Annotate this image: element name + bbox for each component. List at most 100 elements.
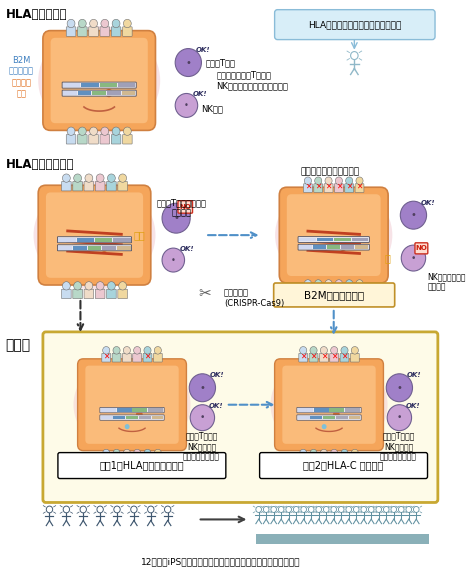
Text: 移植する
細胞: 移植する 細胞 xyxy=(11,79,31,98)
Text: OK!: OK! xyxy=(210,373,224,378)
Text: ﾂ: ﾂ xyxy=(384,253,390,263)
Circle shape xyxy=(322,424,326,429)
Text: HLAホモ接合体: HLAホモ接合体 xyxy=(5,7,67,21)
Circle shape xyxy=(310,347,317,354)
Text: ✕: ✕ xyxy=(300,456,306,465)
Bar xyxy=(113,238,131,242)
Text: ✕: ✕ xyxy=(331,351,337,360)
FancyBboxPatch shape xyxy=(275,359,384,451)
Circle shape xyxy=(101,20,109,28)
FancyBboxPatch shape xyxy=(95,181,105,191)
Text: •: • xyxy=(173,213,179,223)
Circle shape xyxy=(175,49,202,76)
Circle shape xyxy=(340,243,347,251)
Text: HLAホモ接合体を持つドナーは希少: HLAホモ接合体を持つドナーは希少 xyxy=(308,20,401,29)
Bar xyxy=(299,238,316,242)
FancyBboxPatch shape xyxy=(43,30,156,130)
FancyBboxPatch shape xyxy=(111,134,121,144)
FancyBboxPatch shape xyxy=(275,10,435,40)
Text: キラーT細胞、
NK細胞から
攻撃を受けにくい: キラーT細胞、 NK細胞から 攻撃を受けにくい xyxy=(183,432,220,461)
FancyBboxPatch shape xyxy=(102,456,111,465)
Text: キラーT細胞: キラーT細胞 xyxy=(205,58,235,67)
Circle shape xyxy=(335,280,342,288)
FancyBboxPatch shape xyxy=(350,456,359,465)
Bar xyxy=(118,83,136,87)
FancyBboxPatch shape xyxy=(178,201,193,213)
Bar xyxy=(78,91,91,95)
Text: ✕: ✕ xyxy=(310,351,317,360)
Bar xyxy=(133,409,147,412)
Circle shape xyxy=(346,280,353,288)
Circle shape xyxy=(107,282,115,290)
Ellipse shape xyxy=(74,355,190,455)
Bar xyxy=(341,245,355,249)
FancyBboxPatch shape xyxy=(84,181,94,191)
Text: ✕: ✕ xyxy=(321,351,327,360)
Text: ✕: ✕ xyxy=(356,182,363,191)
FancyBboxPatch shape xyxy=(297,415,361,420)
Bar xyxy=(314,409,329,412)
FancyBboxPatch shape xyxy=(298,236,370,242)
Text: •: • xyxy=(397,413,402,422)
Text: OK!: OK! xyxy=(209,403,224,409)
Bar xyxy=(63,91,77,95)
Circle shape xyxy=(96,282,104,290)
Circle shape xyxy=(331,449,338,457)
FancyBboxPatch shape xyxy=(122,134,132,144)
Circle shape xyxy=(113,449,120,457)
FancyBboxPatch shape xyxy=(340,354,349,362)
Circle shape xyxy=(351,449,358,457)
FancyBboxPatch shape xyxy=(112,354,121,362)
FancyBboxPatch shape xyxy=(62,90,136,96)
Bar xyxy=(336,416,348,419)
FancyBboxPatch shape xyxy=(77,134,87,144)
Circle shape xyxy=(123,347,130,354)
Circle shape xyxy=(100,243,108,252)
Text: ✕: ✕ xyxy=(310,456,317,465)
Bar xyxy=(345,409,360,412)
Text: •: • xyxy=(396,383,402,393)
Circle shape xyxy=(144,449,151,457)
FancyBboxPatch shape xyxy=(95,289,105,298)
Circle shape xyxy=(85,174,93,183)
FancyBboxPatch shape xyxy=(330,456,339,465)
Circle shape xyxy=(175,94,198,118)
Text: ✕: ✕ xyxy=(341,456,348,465)
Text: ✂: ✂ xyxy=(199,286,212,301)
FancyBboxPatch shape xyxy=(61,289,71,298)
Circle shape xyxy=(67,127,75,135)
FancyBboxPatch shape xyxy=(77,359,187,451)
Circle shape xyxy=(74,282,82,290)
Circle shape xyxy=(123,449,130,457)
FancyBboxPatch shape xyxy=(153,354,162,362)
Circle shape xyxy=(331,347,338,354)
Text: •: • xyxy=(411,254,416,262)
FancyBboxPatch shape xyxy=(303,184,312,192)
FancyBboxPatch shape xyxy=(330,354,339,362)
FancyBboxPatch shape xyxy=(57,236,132,243)
Text: B2M
タンパク質: B2M タンパク質 xyxy=(9,56,34,75)
FancyBboxPatch shape xyxy=(314,184,323,192)
Bar xyxy=(117,409,132,412)
Circle shape xyxy=(134,449,141,457)
Ellipse shape xyxy=(38,26,160,135)
FancyBboxPatch shape xyxy=(334,286,343,295)
Ellipse shape xyxy=(275,183,393,287)
Circle shape xyxy=(320,347,327,354)
Circle shape xyxy=(107,174,115,183)
FancyBboxPatch shape xyxy=(345,286,354,295)
Circle shape xyxy=(112,127,120,135)
Circle shape xyxy=(300,449,307,457)
Text: NO: NO xyxy=(416,245,427,251)
Circle shape xyxy=(325,280,332,288)
Bar xyxy=(81,83,98,87)
FancyBboxPatch shape xyxy=(100,408,164,413)
Bar xyxy=(95,238,113,242)
Circle shape xyxy=(113,347,120,354)
FancyBboxPatch shape xyxy=(319,354,328,362)
FancyBboxPatch shape xyxy=(122,456,131,465)
Text: ✕: ✕ xyxy=(315,182,321,191)
FancyBboxPatch shape xyxy=(118,289,128,298)
Circle shape xyxy=(341,449,348,457)
FancyBboxPatch shape xyxy=(260,452,428,479)
